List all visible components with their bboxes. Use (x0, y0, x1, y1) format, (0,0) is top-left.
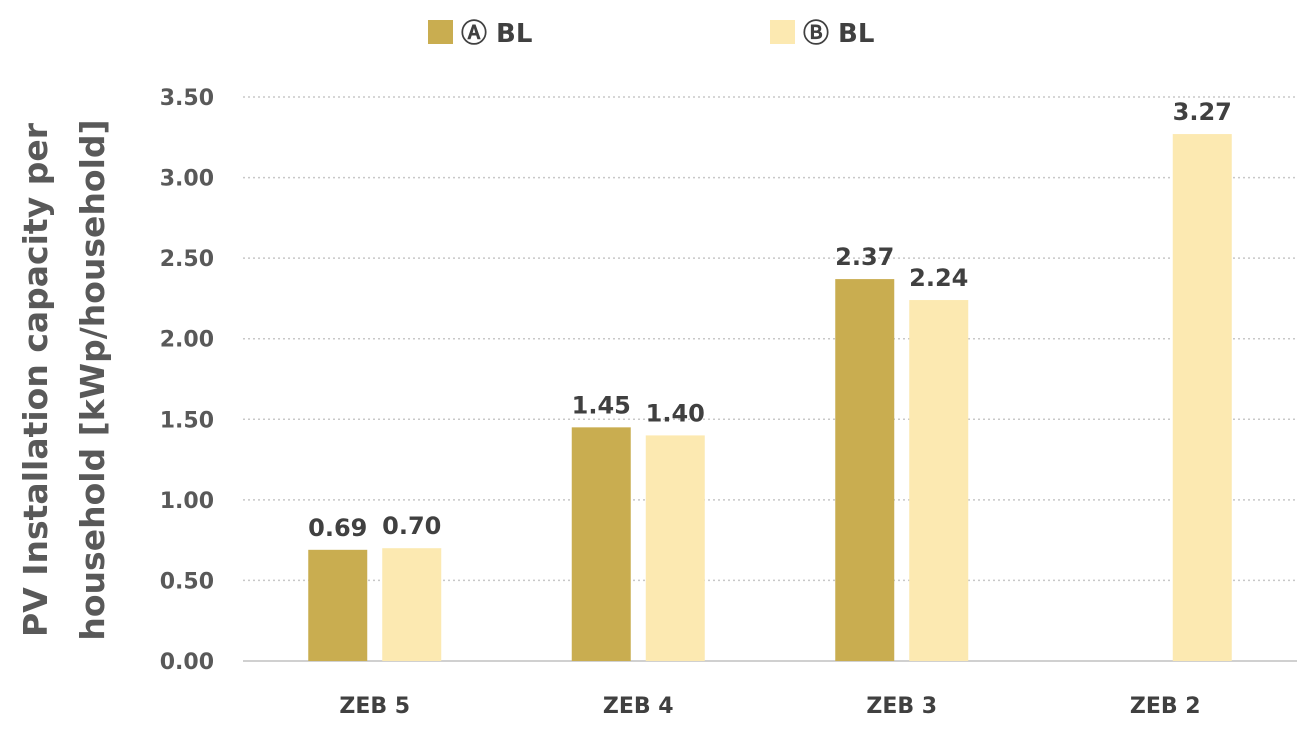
data-labels: 0.69 0.70 1.45 1.40 2.37 2.24 3.27 (308, 98, 1232, 542)
y-tick-label: 2.00 (160, 328, 214, 353)
data-label: 3.27 (1173, 98, 1232, 126)
y-tick-label: 2.50 (160, 247, 214, 272)
y-axis-title-line-1: PV Installation capacity per (16, 122, 55, 637)
data-label: 1.40 (646, 399, 705, 427)
bar (382, 548, 442, 661)
x-tick-label: ZEB 2 (1130, 694, 1201, 719)
x-tick-label: ZEB 3 (866, 694, 937, 719)
y-tick-label: 0.00 (160, 650, 214, 675)
legend-swatch (770, 20, 795, 44)
y-axis-title-line-2: household [kWp/household] (73, 119, 112, 640)
y-tick-label: 3.50 (160, 86, 214, 111)
bar (909, 300, 969, 661)
y-tick-label: 1.50 (160, 408, 214, 433)
legend-swatch (428, 20, 453, 44)
y-tick-labels: 0.00 0.50 1.00 1.50 2.00 2.50 3.00 3.50 (160, 86, 214, 675)
x-tick-label: ZEB 4 (603, 694, 674, 719)
bar (571, 427, 631, 661)
y-tick-label: 3.00 (160, 167, 214, 192)
bar (308, 549, 368, 661)
data-label: 1.45 (572, 391, 631, 419)
legend-label: Ⓐ BL (461, 18, 532, 49)
legend: Ⓐ BL Ⓑ BL (428, 18, 874, 49)
data-label: 0.70 (382, 512, 441, 540)
data-label: 2.24 (909, 264, 968, 292)
data-label: 2.37 (835, 243, 894, 271)
bar (645, 435, 705, 661)
legend-label: Ⓑ BL (803, 18, 874, 49)
bars (308, 134, 1232, 661)
bar (835, 279, 895, 661)
data-label: 0.69 (308, 514, 367, 542)
y-tick-label: 0.50 (160, 569, 214, 594)
x-tick-labels: ZEB 5 ZEB 4 ZEB 3 ZEB 2 (339, 694, 1200, 719)
y-axis-title: PV Installation capacity per household [… (16, 119, 112, 640)
y-tick-label: 1.00 (160, 489, 214, 514)
bar (1172, 134, 1232, 661)
x-tick-label: ZEB 5 (339, 694, 410, 719)
